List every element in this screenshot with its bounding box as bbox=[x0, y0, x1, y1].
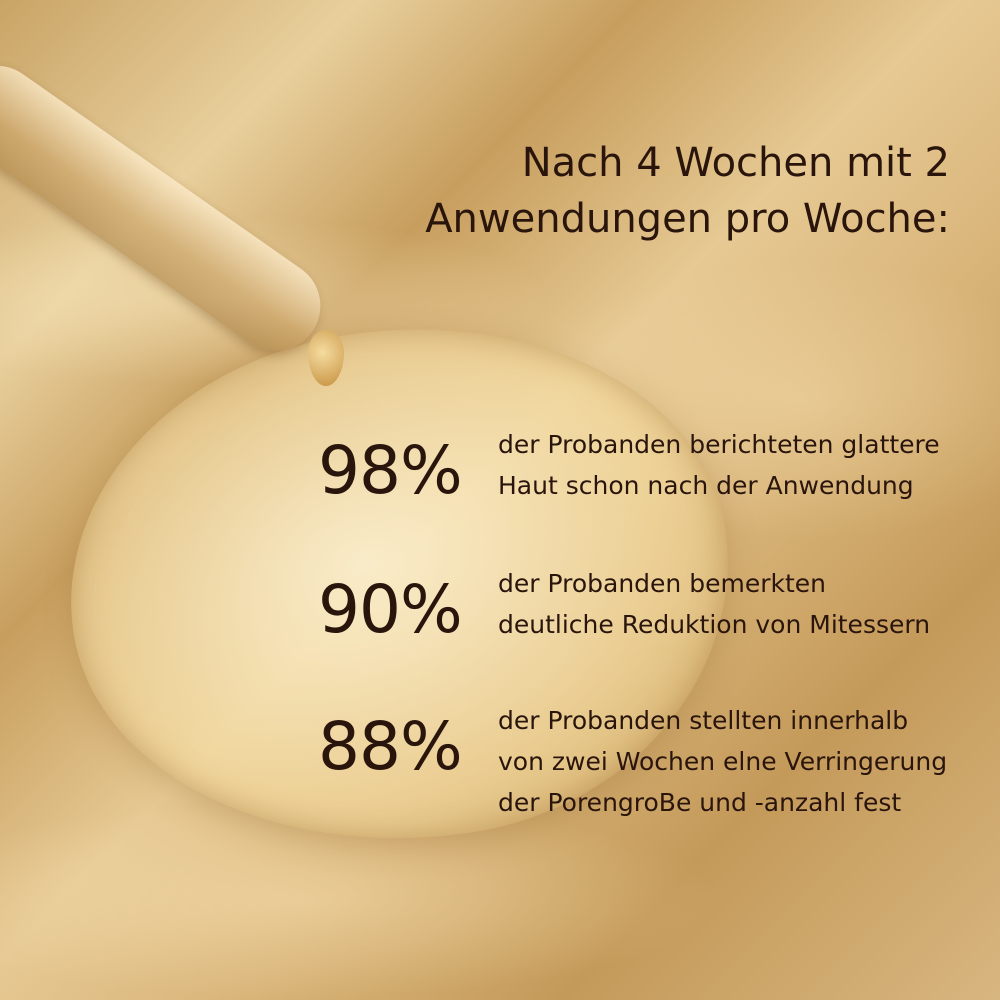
headline-line-2: Anwendungen pro Woche: bbox=[425, 196, 950, 242]
stat-line: Haut schon nach der Anwendung bbox=[498, 471, 914, 500]
stat-88: 88% der Probanden stellten innerhalb von… bbox=[318, 706, 947, 823]
stat-line: der Probanden bemerkten bbox=[498, 569, 826, 598]
stat-line: der PorengroBe und -anzahl fest bbox=[498, 788, 902, 817]
stat-value: 98% bbox=[318, 432, 463, 509]
headline: Nach 4 Wochen mit 2 Anwendungen pro Woch… bbox=[425, 135, 950, 247]
stat-line: deutliche Reduktion von Mitessern bbox=[498, 610, 931, 639]
stat-98: 98% der Probanden berichteten glattere H… bbox=[318, 430, 940, 509]
headline-line-1: Nach 4 Wochen mit 2 bbox=[521, 140, 950, 186]
stat-value: 90% bbox=[318, 571, 463, 648]
stat-line: von zwei Wochen elne Verringerung bbox=[498, 747, 948, 776]
stat-line: der Probanden stellten innerhalb bbox=[498, 706, 909, 735]
serum-drop-image bbox=[308, 330, 344, 386]
stat-description: der Probanden berichteten glattere Haut … bbox=[498, 424, 940, 506]
stat-90: 90% der Probanden bemerkten deutliche Re… bbox=[318, 569, 930, 648]
stat-description: der Probanden stellten innerhalb von zwe… bbox=[498, 700, 947, 823]
stat-description: der Probanden bemerkten deutliche Redukt… bbox=[498, 563, 930, 645]
stat-value: 88% bbox=[318, 708, 463, 785]
stat-line: der Probanden berichteten glattere bbox=[498, 430, 940, 459]
